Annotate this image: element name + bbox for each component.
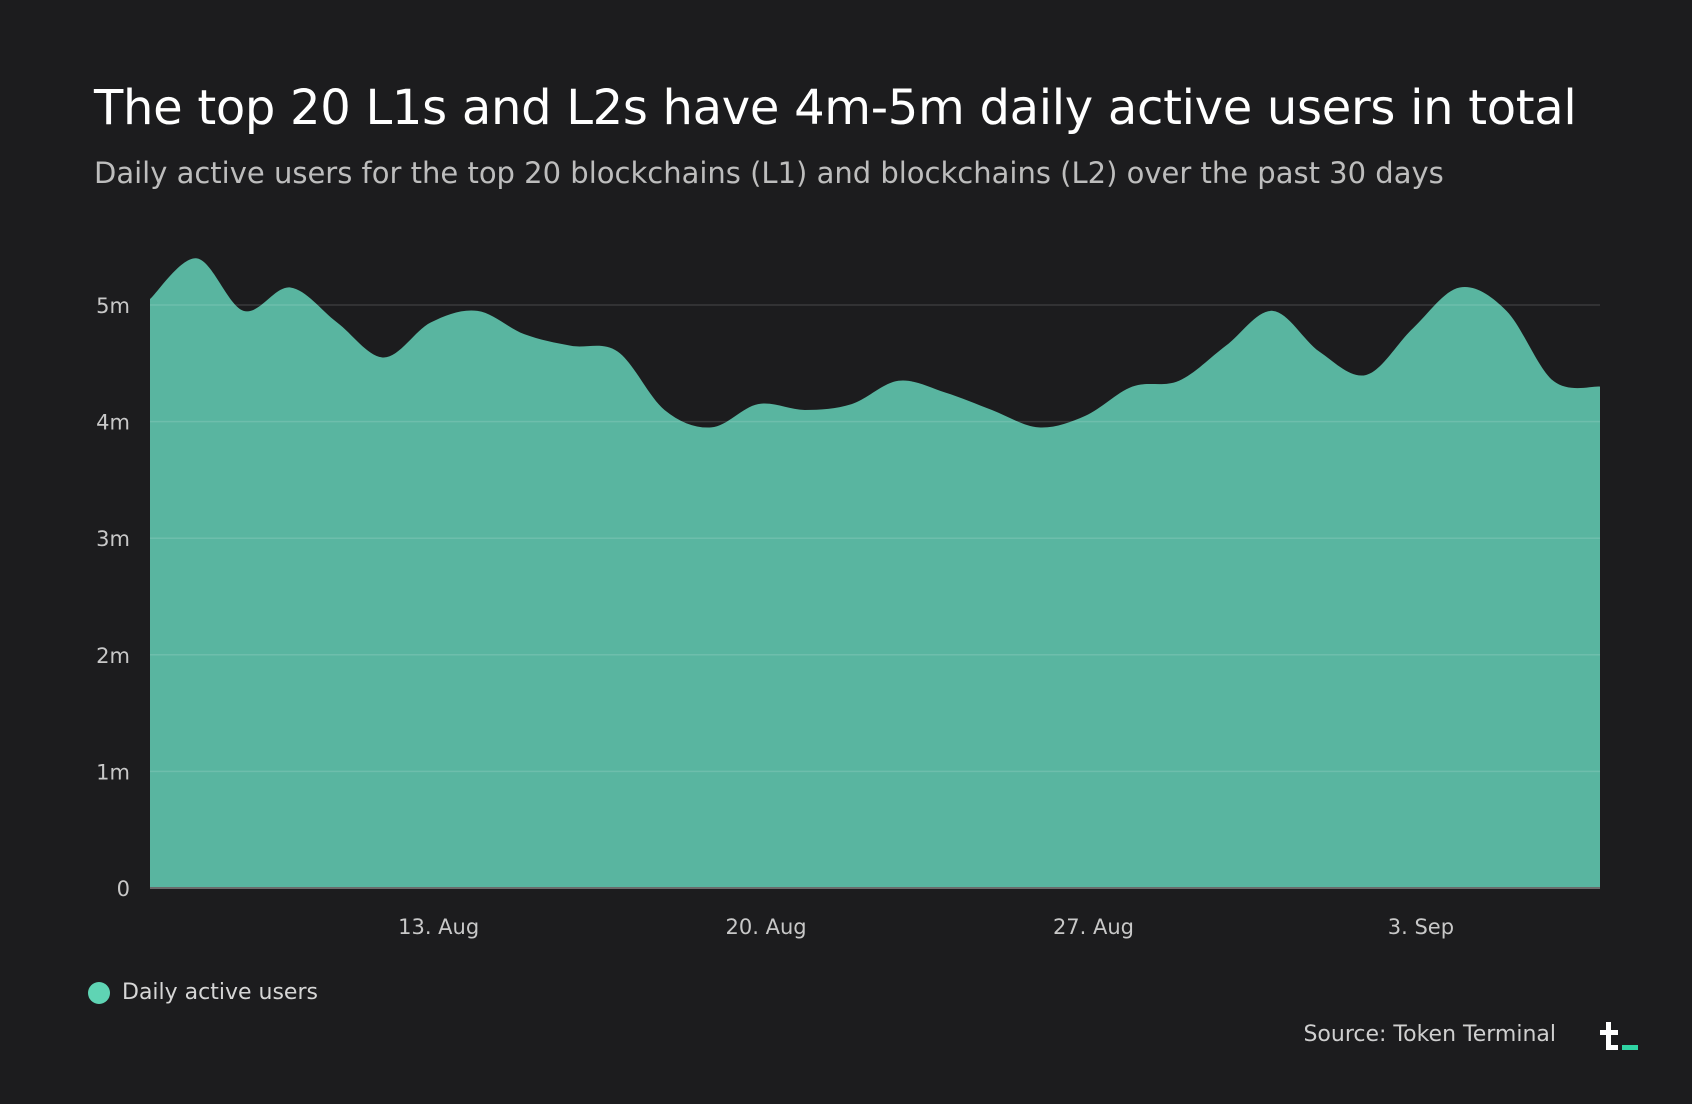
- legend-swatch-icon: [88, 981, 110, 1004]
- y-tick-label: 3m: [96, 527, 130, 551]
- legend-label: Daily active users: [122, 980, 318, 1005]
- x-tick-label: 27. Aug: [1053, 915, 1134, 939]
- y-tick-label: 0: [117, 877, 130, 901]
- x-tick-label: 20. Aug: [726, 915, 807, 939]
- chart-subtitle: Daily active users for the top 20 blockc…: [94, 156, 1444, 190]
- token-terminal-logo-icon: [1600, 1022, 1638, 1050]
- y-tick-label: 5m: [96, 294, 130, 318]
- x-tick-label: 13. Aug: [398, 915, 479, 939]
- area-series-0: [150, 258, 1600, 888]
- source-label: Source: Token Terminal: [1303, 1022, 1556, 1047]
- x-tick-label: 3. Sep: [1388, 915, 1454, 939]
- y-tick-label: 4m: [96, 411, 130, 435]
- legend[interactable]: Daily active users: [88, 980, 318, 1005]
- y-tick-label: 2m: [96, 644, 130, 668]
- chart-title: The top 20 L1s and L2s have 4m-5m daily …: [94, 80, 1577, 136]
- y-tick-label: 1m: [96, 760, 130, 784]
